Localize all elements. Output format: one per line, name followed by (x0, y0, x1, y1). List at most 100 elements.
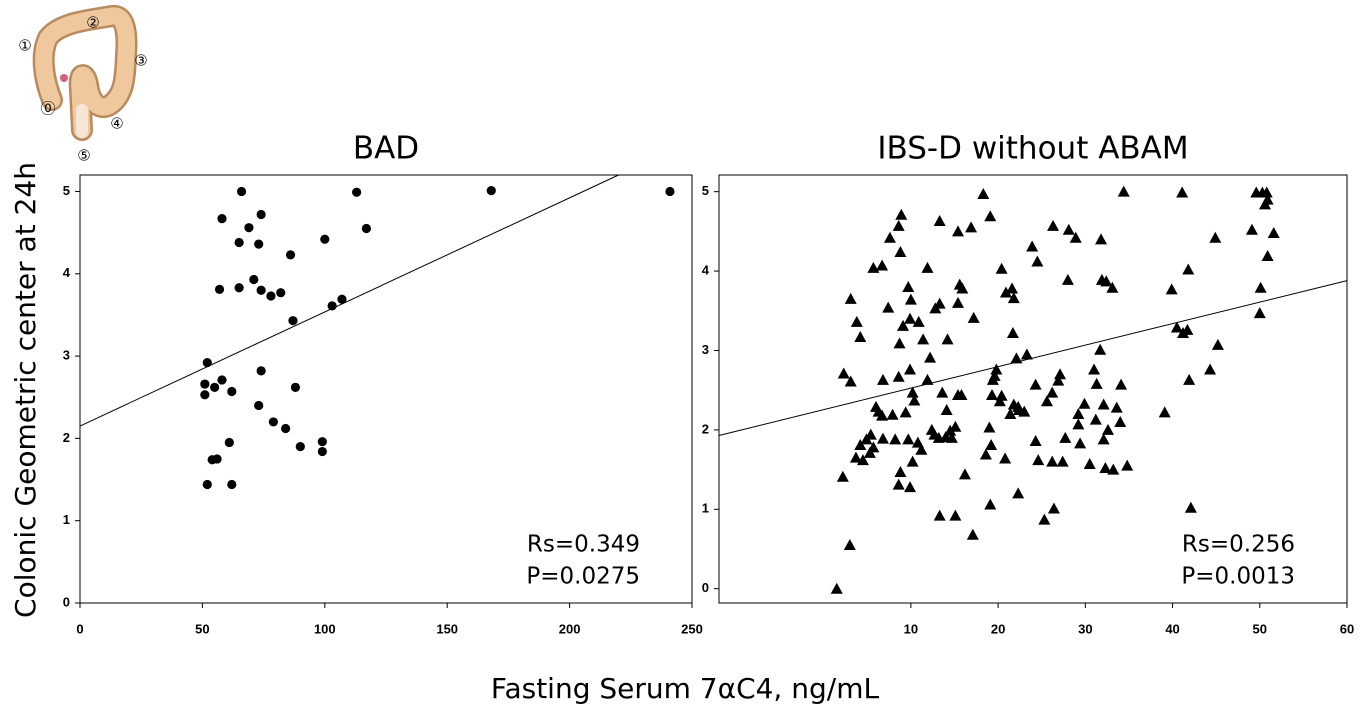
y-tick-label: 4 (63, 265, 71, 280)
point (983, 421, 996, 433)
y-tick-label: 1 (702, 501, 709, 516)
point (1088, 363, 1101, 375)
point (1117, 185, 1130, 197)
point (894, 465, 907, 477)
point (836, 470, 849, 482)
y-axis-label: Colonic Geometric center at 24h (9, 162, 42, 618)
point (200, 379, 210, 389)
point (984, 210, 997, 222)
point (863, 446, 876, 458)
point (936, 386, 949, 398)
regression-line (718, 280, 1348, 436)
point (933, 297, 946, 309)
point (956, 282, 969, 294)
point (854, 438, 867, 450)
point (886, 408, 899, 420)
y-tick-label: 0 (63, 594, 70, 609)
point (1031, 255, 1044, 267)
point (977, 188, 990, 200)
point (892, 219, 905, 231)
point (850, 315, 863, 327)
point (1183, 373, 1196, 385)
point (941, 333, 954, 345)
point (1059, 431, 1072, 443)
point (1010, 352, 1023, 364)
point (317, 437, 327, 447)
x-tick-label: 60 (1340, 621, 1354, 636)
point (256, 366, 266, 376)
point (320, 234, 330, 244)
point (1029, 435, 1042, 447)
point (854, 330, 867, 342)
point (266, 291, 276, 301)
point (1062, 223, 1075, 235)
point (949, 420, 962, 432)
x-tick-label: 20 (991, 621, 1005, 636)
point (904, 363, 917, 375)
plot-frame (718, 174, 1348, 604)
point (1097, 398, 1110, 410)
point (882, 301, 895, 313)
point (1114, 415, 1127, 427)
point (1181, 323, 1194, 335)
point (1158, 406, 1171, 418)
point (995, 262, 1008, 274)
point (915, 443, 928, 455)
point (352, 187, 362, 197)
point (1074, 437, 1087, 449)
point (876, 409, 889, 421)
segment-label: ④ (110, 115, 123, 133)
point (988, 369, 1001, 381)
point (830, 582, 843, 594)
annotation: Rs=0.349 (527, 532, 640, 558)
point (327, 301, 337, 311)
segment-label: ② (86, 14, 99, 32)
point (1176, 186, 1189, 198)
point (268, 417, 278, 427)
point (958, 468, 971, 480)
point (227, 386, 237, 397)
point (1069, 231, 1082, 243)
point (843, 539, 856, 551)
point (912, 315, 925, 327)
point (200, 390, 210, 400)
point (1020, 348, 1033, 360)
point (995, 389, 1008, 401)
cecum-marker (60, 74, 68, 82)
point (1046, 386, 1059, 398)
point (897, 319, 910, 331)
point (944, 424, 957, 436)
x-tick-label: 10 (904, 621, 918, 636)
point (236, 186, 247, 197)
x-tick-label: 50 (195, 621, 209, 636)
y-tick-label: 5 (63, 183, 70, 198)
point (1097, 433, 1110, 445)
point (1012, 487, 1025, 499)
point (276, 288, 286, 298)
x-tick-label: 250 (681, 621, 703, 636)
point (1090, 377, 1103, 389)
y-tick-label: 2 (702, 421, 709, 436)
point (214, 284, 225, 295)
point (895, 208, 908, 220)
y-tick-label: 0 (702, 580, 709, 595)
point (234, 237, 244, 248)
x-tick-label: 150 (436, 621, 458, 636)
segment-label: ⓪ (40, 100, 55, 118)
point (1026, 240, 1039, 252)
annotation: P=0.0275 (526, 564, 640, 590)
point (217, 375, 227, 385)
point (1006, 327, 1019, 339)
point (249, 274, 259, 285)
point (665, 186, 675, 197)
point (1261, 249, 1274, 261)
plot-frame (79, 174, 693, 604)
point (993, 395, 1006, 407)
point (933, 215, 946, 227)
point (337, 294, 347, 304)
point (966, 528, 979, 540)
x-tick-label: 40 (1165, 621, 1179, 636)
point (202, 479, 212, 490)
point (864, 428, 877, 440)
